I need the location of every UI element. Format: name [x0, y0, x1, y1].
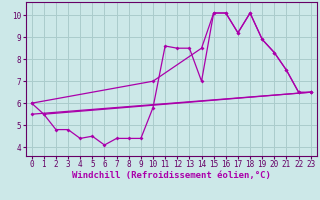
X-axis label: Windchill (Refroidissement éolien,°C): Windchill (Refroidissement éolien,°C) [72, 171, 271, 180]
